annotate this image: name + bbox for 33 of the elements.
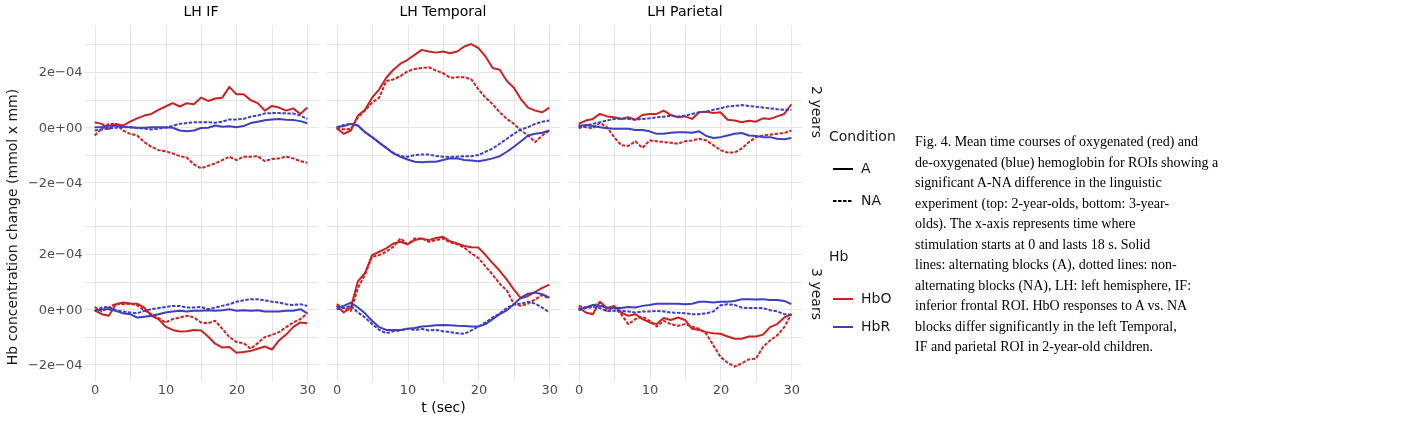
legend-label: HbO (861, 290, 892, 306)
chart-title: LH Temporal (399, 3, 487, 19)
text: NA (861, 192, 882, 208)
x-tick-label: 10 (641, 381, 659, 397)
text: Fig. 4. Mean time courses of oxygenated (red) and de-oxygenated (blue) hemoglobin for ROIs showing a significant A-NA difference in the linguistic experiment (top: 2-year-olds, bottom: 3-year-olds). The x-axis represents time where stimulation starts at 0 and lasts 18 s. Solid lines: alternating blocks (A), dotted lines: non-alternating blocks (NA), LH: left hemisphere, IF: inferior frontal ROI. HbO responses to A vs. NA blocks differ significantly in the left Temporal, IF and parietal ROI in 2-year-old children. (915, 134, 1219, 354)
x-tick-label: 30 (541, 381, 559, 397)
x-tick-label: 0 (575, 381, 584, 397)
x-tick-label: 20 (470, 381, 488, 397)
text: 3 years (809, 268, 825, 320)
text: A (861, 160, 871, 176)
y-tick-label: 2e−04 (38, 64, 83, 80)
chart-title: LH Parietal (647, 3, 723, 19)
text: Condition (829, 128, 896, 144)
y-tick-label: −2e−04 (27, 356, 83, 372)
x-tick-label: 10 (399, 381, 417, 397)
x-tick-label: 30 (299, 381, 317, 397)
legend-title: Hb (829, 248, 849, 264)
line-series (93, 112, 309, 132)
y-tick-label: −2e−04 (27, 174, 83, 190)
legend-label: HbR (861, 318, 891, 334)
x-tick-label: 0 (333, 381, 342, 397)
y-tick-label: 0e+00 (38, 119, 83, 135)
chart-title: LH IF (183, 3, 219, 19)
y-tick-label: 0e+00 (38, 301, 83, 317)
x-tick-label: 20 (228, 381, 246, 397)
x-tick-label: 10 (157, 381, 175, 397)
text: 2 years (809, 86, 825, 138)
x-tick-label: 20 (712, 381, 730, 397)
y-axis-title: Hb concentration change (mmol x mm) (4, 88, 20, 366)
x-tick-label: 30 (783, 381, 801, 397)
y-tick-label: 2e−04 (38, 246, 83, 262)
x-axis-title: t (sec) (421, 398, 466, 415)
x-tick-label: 0 (91, 381, 100, 397)
